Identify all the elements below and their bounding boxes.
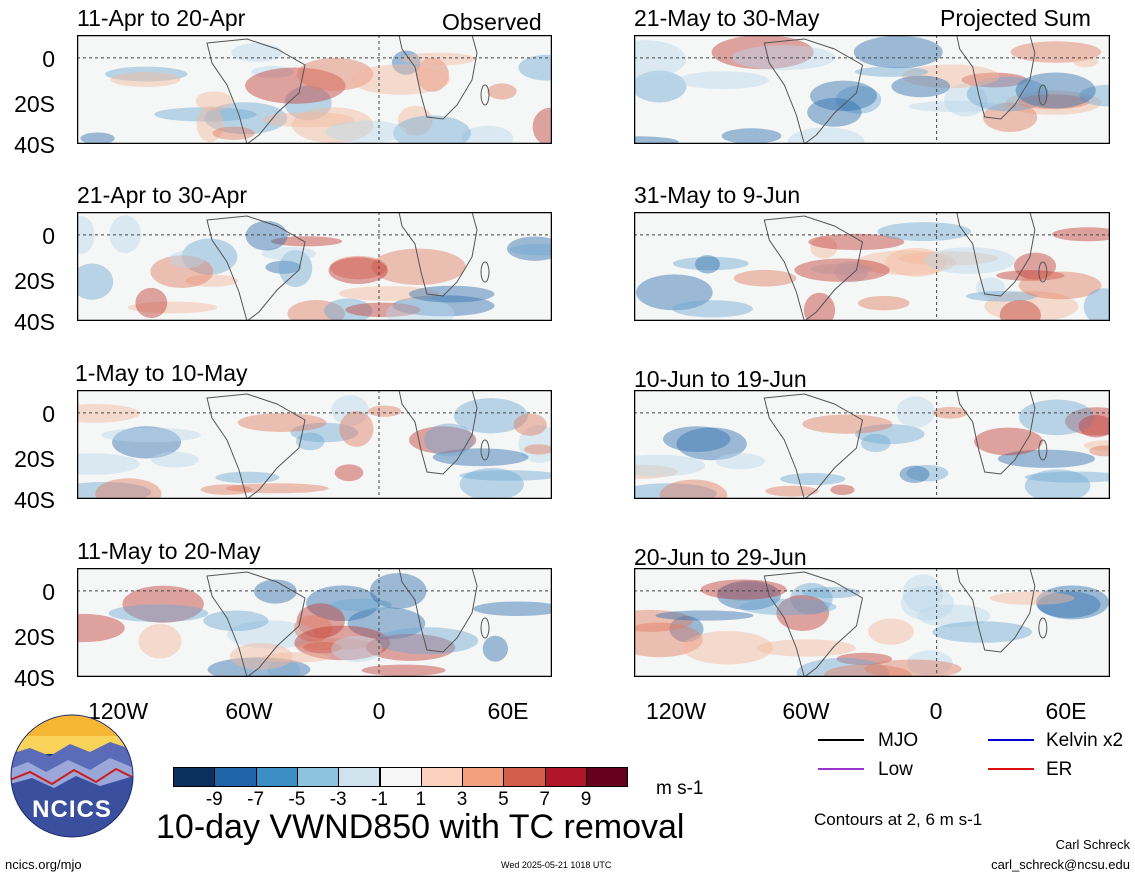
colorbar-label: 3: [456, 789, 468, 810]
panel-title: 11-May to 20-May: [77, 538, 261, 564]
lat-label: 0: [42, 223, 55, 249]
panel-title: 21-May to 30-May: [634, 5, 820, 31]
footer-author: Carl Schreck: [1055, 837, 1130, 852]
map-canvas: [67, 211, 573, 330]
legend-label-er: ER: [1046, 759, 1073, 780]
map-canvas: [42, 567, 563, 682]
colorbar-label: 1: [415, 789, 427, 810]
lon-label: 60E: [1045, 698, 1087, 724]
colorbar-label: -7: [247, 789, 265, 810]
panel-title: 10-Jun to 19-Jun: [634, 366, 807, 392]
legend-line-er: [988, 768, 1034, 770]
lat-label: 20S: [14, 268, 55, 294]
map-canvas: [597, 389, 1129, 512]
legend-line-low: [818, 768, 864, 770]
colorbar-label: -1: [371, 789, 388, 810]
legend-line-kelvin: [988, 739, 1034, 741]
colorbar-units: m s-1: [656, 778, 704, 799]
colorbar-cell: [255, 767, 298, 787]
colorbar-cell: [503, 767, 546, 787]
colorbar-cell: [379, 767, 422, 787]
legend-line-mjo: [818, 739, 864, 741]
colorbar-cell: [420, 767, 464, 787]
map-panel: [597, 389, 1129, 512]
colorbar-cell: [586, 767, 629, 787]
lat-label: 0: [42, 46, 55, 72]
lat-label: 40S: [14, 665, 55, 691]
map-canvas: [633, 211, 1124, 331]
map-panel: [76, 34, 576, 152]
ncics-logo: NCICS: [10, 714, 134, 838]
map-panel: [595, 34, 1135, 157]
map-panel: [42, 567, 563, 682]
contours-note: Contours at 2, 6 m s-1: [814, 810, 983, 829]
panel-title: 1-May to 10-May: [75, 360, 248, 386]
panel-title: 11-Apr to 20-Apr: [77, 5, 246, 31]
panel-title: 21-Apr to 30-Apr: [77, 182, 248, 208]
map-panel: [67, 211, 573, 330]
ncics-logo-graphic: [10, 714, 134, 838]
colorbar-cell: [296, 767, 340, 787]
map-panel: [606, 567, 1111, 688]
lon-label: 120W: [645, 698, 707, 724]
lat-label: 20S: [14, 446, 55, 472]
colorbar-cell: [173, 767, 216, 787]
footer-url: ncics.org/mjo: [5, 857, 82, 872]
main-title: 10-day VWND850 with TC removal: [156, 808, 685, 846]
lon-label: 60E: [487, 698, 529, 724]
colorbar-cell: [214, 767, 257, 787]
lat-label: 40S: [14, 309, 55, 335]
map-panel: [633, 211, 1124, 331]
legend-label-kelvin: Kelvin x2: [1046, 730, 1124, 751]
lat-label: 40S: [14, 132, 55, 158]
footer-email: carl_schreck@ncsu.edu: [991, 857, 1130, 872]
lon-label: 120W: [87, 698, 149, 724]
lat-label: 0: [42, 401, 55, 427]
colorbar-label: -9: [205, 789, 223, 810]
lon-label: 60W: [225, 698, 273, 724]
legend-label-mjo: MJO: [878, 730, 919, 751]
map-canvas: [45, 389, 561, 510]
lon-label: 60W: [782, 698, 830, 724]
colorbar-label: 9: [580, 789, 592, 810]
panel-title: 20-Jun to 29-Jun: [634, 544, 807, 570]
panel-title: 31-May to 9-Jun: [634, 182, 801, 208]
colorbar-label: 7: [539, 789, 550, 810]
legend-label-low: Low: [878, 759, 913, 780]
map-canvas: [606, 567, 1111, 688]
map-panel: [45, 389, 561, 510]
lat-label: 40S: [14, 487, 55, 513]
map-canvas: [76, 34, 576, 152]
colorbar-label: -5: [288, 789, 306, 810]
colorbar-cell: [544, 767, 587, 787]
panel-tag-projected: Projected Sum: [940, 5, 1091, 31]
map-canvas: [595, 34, 1135, 157]
lon-label: 0: [372, 698, 386, 724]
lat-label: 20S: [14, 91, 55, 117]
colorbar-label: -3: [329, 789, 347, 810]
lat-label: 0: [42, 579, 55, 605]
panel-tag-observed: Observed: [442, 9, 542, 35]
footer-timestamp: Wed 2025-05-21 1018 UTC: [501, 860, 612, 870]
lon-label: 0: [929, 698, 943, 724]
lat-label: 20S: [14, 624, 55, 650]
colorbar-cell: [462, 767, 505, 787]
logo-text: NCICS: [32, 796, 112, 823]
colorbar-label: 5: [498, 789, 509, 810]
colorbar-cell: [338, 767, 381, 787]
